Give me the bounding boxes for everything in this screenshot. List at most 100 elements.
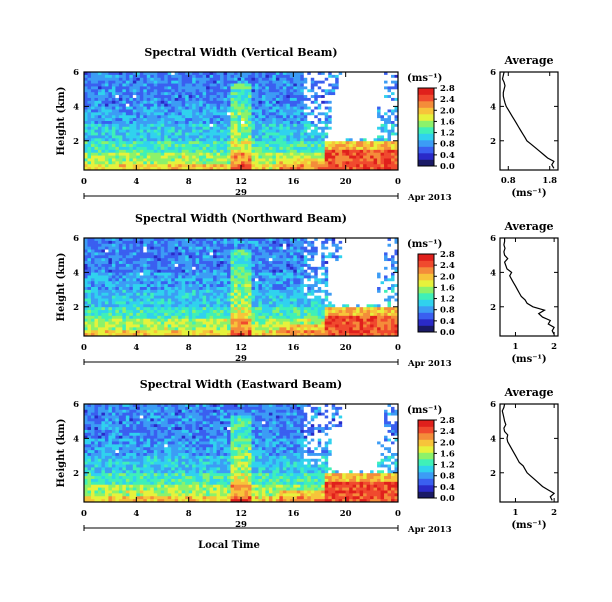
heatmap-cell	[262, 124, 266, 127]
heatmap-cell	[248, 147, 252, 150]
heatmap-cell	[136, 89, 140, 92]
heatmap-cell	[129, 104, 133, 107]
heatmap-cell	[217, 252, 221, 255]
heatmap-cell	[388, 158, 392, 161]
heatmap-cell	[203, 281, 207, 284]
heatmap-cell	[388, 107, 392, 110]
heatmap-cell	[140, 319, 144, 322]
heatmap-cell	[335, 112, 339, 115]
heatmap-cell	[175, 322, 179, 325]
heatmap-cell	[126, 250, 130, 253]
heatmap-cell	[238, 316, 242, 319]
heatmap-cell	[272, 258, 276, 261]
heatmap-cell	[143, 144, 147, 147]
heatmap-cell	[238, 130, 242, 133]
heatmap-cell	[178, 124, 182, 127]
heatmap-cell	[210, 112, 214, 115]
heatmap-cell	[325, 107, 329, 110]
heatmap-cell	[122, 270, 126, 273]
heatmap-cell	[265, 92, 269, 95]
heatmap-cell	[98, 95, 102, 98]
heatmap-cell	[196, 135, 200, 138]
heatmap-cell	[136, 322, 140, 325]
heatmap-cell	[293, 144, 297, 147]
heatmap-cell	[255, 244, 259, 247]
heatmap-cell	[147, 264, 151, 267]
heatmap-cell	[269, 252, 273, 255]
heatmap-cell	[122, 287, 126, 290]
heatmap-cell	[293, 124, 297, 127]
heatmap-cell	[185, 244, 189, 247]
heatmap-cell	[192, 144, 196, 147]
heatmap-cell	[157, 284, 161, 287]
heatmap-cell	[168, 141, 172, 144]
heatmap-cell	[346, 150, 350, 153]
heatmap-cell	[136, 278, 140, 281]
heatmap-cell	[349, 95, 353, 98]
heatmap-cell	[115, 327, 119, 330]
heatmap-cell	[154, 284, 158, 287]
heatmap-cell	[255, 310, 259, 313]
heatmap-cell	[91, 247, 95, 250]
heatmap-cell	[171, 301, 175, 304]
heatmap-cell	[115, 135, 119, 138]
heatmap-cell	[136, 153, 140, 156]
heatmap-cell	[377, 153, 381, 156]
heatmap-cell	[210, 313, 214, 316]
heatmap-cell	[244, 141, 248, 144]
heatmap-cell	[241, 281, 245, 284]
heatmap-cell	[122, 310, 126, 313]
heatmap-cell	[300, 127, 304, 130]
heatmap-cell	[234, 89, 238, 92]
heatmap-cell	[196, 241, 200, 244]
heatmap-cell	[175, 127, 179, 130]
heatmap-cell	[307, 112, 311, 115]
heatmap-cell	[189, 75, 193, 78]
heatmap-cell	[213, 107, 217, 110]
heatmap-cell	[224, 158, 228, 161]
heatmap-cell	[168, 278, 172, 281]
heatmap-cell	[377, 78, 381, 81]
heatmap-cell	[328, 144, 332, 147]
heatmap-cell	[286, 127, 290, 130]
heatmap-cell	[248, 278, 252, 281]
heatmap-cell	[175, 156, 179, 159]
heatmap-cell	[262, 258, 266, 261]
heatmap-cell	[175, 264, 179, 267]
heatmap-cell	[171, 270, 175, 273]
heatmap-cell	[346, 81, 350, 84]
heatmap-cell	[133, 299, 137, 302]
heatmap-cell	[258, 278, 262, 281]
heatmap-cell	[140, 118, 144, 121]
heatmap-cell	[258, 121, 262, 124]
heatmap-cell	[119, 133, 123, 136]
heatmap-cell	[126, 84, 130, 87]
heatmap-cell	[136, 255, 140, 258]
heatmap-cell	[119, 310, 123, 313]
heatmap-cell	[269, 141, 273, 144]
heatmap-cell	[238, 141, 242, 144]
heatmap-cell	[199, 316, 203, 319]
heatmap-cell	[157, 92, 161, 95]
heatmap-cell	[269, 161, 273, 164]
heatmap-cell	[171, 322, 175, 325]
heatmap-cell	[255, 101, 259, 104]
heatmap-cell	[147, 273, 151, 276]
heatmap-cell	[161, 244, 165, 247]
heatmap-cell	[182, 156, 186, 159]
heatmap-cell	[346, 112, 350, 115]
heatmap-cell	[217, 81, 221, 84]
heatmap-cell	[356, 104, 360, 107]
heatmap-cell	[147, 144, 151, 147]
heatmap-cell	[129, 330, 133, 333]
heatmap-cell	[269, 241, 273, 244]
heatmap-cell	[339, 124, 343, 127]
heatmap-cell	[161, 156, 165, 159]
heatmap-cell	[206, 252, 210, 255]
heatmap-cell	[346, 84, 350, 87]
heatmap-cell	[213, 135, 217, 138]
heatmap-cell	[105, 86, 109, 89]
heatmap-cell	[231, 156, 235, 159]
heatmap-cell	[391, 164, 395, 167]
